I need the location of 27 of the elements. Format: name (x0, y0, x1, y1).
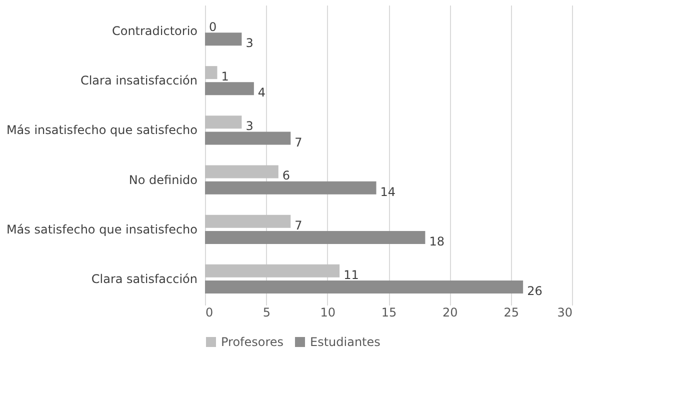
y-tick-label: Clara satisfacción (91, 272, 198, 286)
data-label: 3 (246, 119, 254, 134)
data-label: 3 (246, 36, 254, 50)
x-tick-label: 0 (206, 306, 214, 320)
data-label: 6 (282, 168, 290, 183)
data-label: 7 (294, 135, 302, 150)
data-label: 0 (209, 20, 217, 34)
x-tick-label: 20 (442, 306, 458, 320)
y-tick-label: Más insatisfecho que satisfecho (6, 123, 198, 138)
data-label: 26 (527, 284, 542, 298)
y-tick-label: Más satisfecho que insatisfecho (6, 222, 198, 236)
x-tick-label: 30 (557, 306, 572, 320)
y-tick-label: Clara insatisfacción (80, 74, 198, 88)
x-tick-label: 25 (504, 306, 519, 320)
x-tick-label: 10 (320, 306, 336, 320)
data-label: 18 (429, 234, 444, 248)
x-tick-label: 5 (262, 306, 270, 320)
legend-label: Estudiantes (310, 335, 380, 349)
x-tick-label: 15 (381, 306, 397, 320)
data-label: 4 (258, 86, 266, 100)
data-label: 14 (380, 184, 396, 199)
data-label: 1 (221, 70, 229, 84)
legend-label: Profesores (221, 335, 284, 349)
y-tick-label: No definido (128, 172, 198, 187)
data-label: 11 (344, 268, 359, 282)
data-label: 7 (294, 218, 302, 232)
y-tick-label: Contradictorio (112, 24, 198, 38)
